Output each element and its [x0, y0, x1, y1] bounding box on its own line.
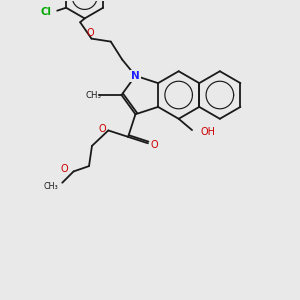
- Text: OH: OH: [200, 128, 215, 137]
- Text: O: O: [86, 28, 94, 38]
- Text: CH₃: CH₃: [44, 182, 59, 191]
- Text: O: O: [61, 164, 68, 174]
- Text: O: O: [150, 140, 158, 150]
- Text: CH₃: CH₃: [86, 91, 102, 100]
- Text: Cl: Cl: [40, 7, 51, 17]
- Text: N: N: [131, 71, 140, 81]
- Text: N: N: [131, 71, 140, 81]
- Text: O: O: [99, 124, 106, 134]
